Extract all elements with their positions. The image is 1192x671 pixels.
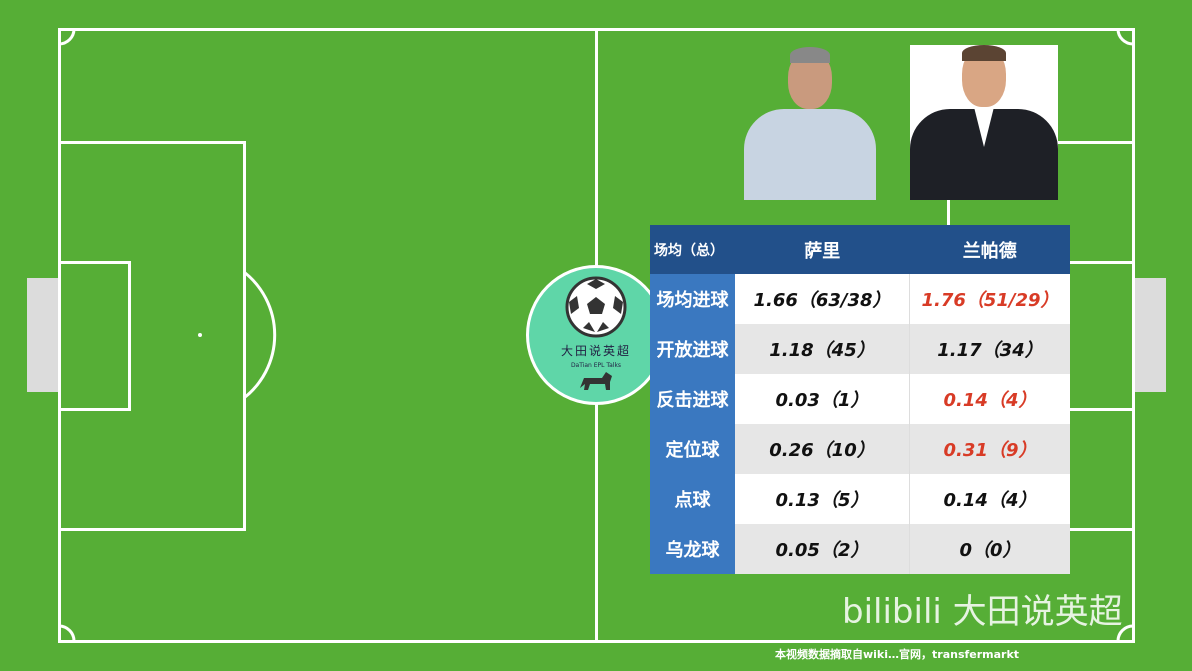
stats-table: 场均（总） 萨里 兰帕德 场均进球 1.66（63/38） 1.76（51/29… (650, 225, 1070, 574)
header-corner: 场均（总） (650, 225, 735, 274)
lampard-photo (910, 45, 1058, 200)
source-note: 本视频数据摘取自wiki…官网，transfermarkt (775, 648, 1020, 661)
row-label: 反击进球 (650, 374, 735, 424)
sarri-photo (740, 45, 880, 200)
lion-icon (580, 372, 612, 390)
channel-logo: 大田说英超 DaTian EPL Talks (526, 265, 666, 405)
table-row: 定位球 0.26（10） 0.31（9） (650, 424, 1070, 474)
row-label: 场均进球 (650, 274, 735, 324)
lampard-value: 1.76（51/29） (909, 274, 1070, 324)
right-goal (1135, 278, 1166, 392)
table-row: 场均进球 1.66（63/38） 1.76（51/29） (650, 274, 1070, 324)
table-row: 开放进球 1.18（45） 1.17（34） (650, 324, 1070, 374)
lampard-value: 0.31（9） (909, 424, 1070, 474)
lampard-value: 0.14（4） (909, 474, 1070, 524)
lampard-value: 1.17（34） (909, 324, 1070, 374)
header-sarri: 萨里 (735, 225, 910, 274)
table-row: 反击进球 0.03（1） 0.14（4） (650, 374, 1070, 424)
lampard-value: 0（0） (909, 524, 1070, 574)
header-lampard: 兰帕德 (909, 225, 1070, 274)
row-label: 开放进球 (650, 324, 735, 374)
row-label: 点球 (650, 474, 735, 524)
logo-subtitle: DaTian EPL Talks (570, 362, 622, 369)
row-label: 乌龙球 (650, 524, 735, 574)
watermark: bilibili 大田说英超 (842, 592, 1123, 632)
row-label: 定位球 (650, 424, 735, 474)
sarri-value: 0.13（5） (735, 474, 910, 524)
sarri-value: 0.05（2） (735, 524, 910, 574)
sarri-value: 1.18（45） (735, 324, 910, 374)
table-row: 点球 0.13（5） 0.14（4） (650, 474, 1070, 524)
logo-title: 大田说英超 (560, 344, 631, 358)
table-header: 场均（总） 萨里 兰帕德 (650, 225, 1070, 274)
sarri-value: 1.66（63/38） (735, 274, 910, 324)
left-goal (27, 278, 58, 392)
sarri-value: 0.26（10） (735, 424, 910, 474)
left-penalty-spot (198, 333, 202, 337)
football-icon (565, 276, 627, 338)
table-row: 乌龙球 0.05（2） 0（0） (650, 524, 1070, 574)
sarri-value: 0.03（1） (735, 374, 910, 424)
left-goal-area (58, 261, 131, 411)
lampard-value: 0.14（4） (909, 374, 1070, 424)
